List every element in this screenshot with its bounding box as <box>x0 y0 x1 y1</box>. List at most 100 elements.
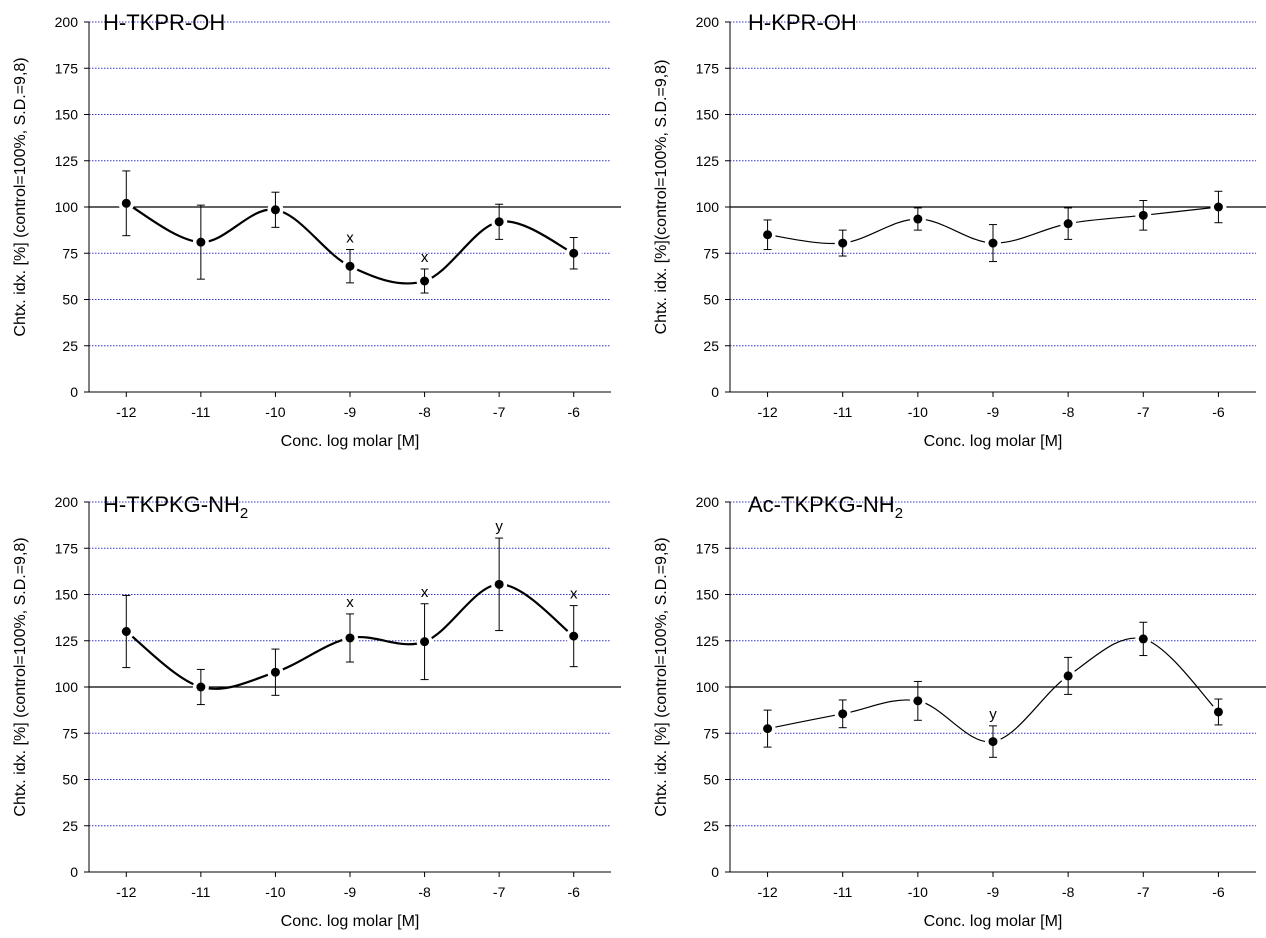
x-tick-label: -10 <box>265 884 285 900</box>
y-tick-label: 100 <box>696 679 720 695</box>
x-tick-label: -6 <box>1212 884 1225 900</box>
x-tick-label: -11 <box>191 884 210 900</box>
y-tick-label: 100 <box>55 679 79 695</box>
chart-title: H-KPR-OH <box>748 10 857 35</box>
chart-title-text: H-TKPR-OH <box>103 10 225 35</box>
data-point <box>988 737 998 747</box>
data-point <box>913 696 923 706</box>
x-tick-label: -7 <box>1137 404 1150 420</box>
y-tick-label: 25 <box>703 338 719 354</box>
data-point <box>988 238 998 248</box>
x-tick-label: -8 <box>1062 884 1075 900</box>
data-point <box>270 205 280 215</box>
x-axis-title: Conc. log molar [M] <box>281 433 420 450</box>
y-tick-label: 0 <box>711 384 719 400</box>
significance-label: x <box>421 584 429 601</box>
y-tick-label: 125 <box>696 153 720 169</box>
x-axis-title: Conc. log molar [M] <box>281 913 420 930</box>
y-axis-title: Chtx. idx. [%] (control=100%, S.D.=9,8) <box>12 57 29 336</box>
x-tick-label: -8 <box>418 404 431 420</box>
x-tick-label: -11 <box>833 404 852 420</box>
data-point <box>838 238 848 248</box>
data-point <box>913 214 923 224</box>
data-point <box>196 237 206 247</box>
data-point <box>569 631 579 641</box>
y-tick-label: 50 <box>62 772 78 788</box>
y-tick-label: 75 <box>703 725 719 741</box>
x-tick-label: -11 <box>191 404 210 420</box>
data-point <box>1213 707 1223 717</box>
data-point <box>763 230 773 240</box>
y-axis-title: Chtx. idx. [%] (control=100%, S.D.=9,8) <box>12 537 29 816</box>
chart-title: H-TKPKG-NH2 <box>103 492 248 522</box>
data-point <box>1138 210 1148 220</box>
y-tick-label: 50 <box>703 772 719 788</box>
y-tick-label: 200 <box>55 494 79 510</box>
y-axis-title: Chtx. idx. [%] (control=100%, S.D.=9,8) <box>653 537 670 816</box>
x-tick-label: -12 <box>757 404 777 420</box>
y-tick-label: 200 <box>696 14 720 30</box>
y-tick-label: 200 <box>55 14 79 30</box>
significance-label: y <box>495 518 503 535</box>
x-tick-label: -8 <box>418 884 431 900</box>
y-tick-label: 0 <box>711 864 719 880</box>
chart-panel-4: 0 25 50 75 100 125 150 175 200 -12 -11 -10 -9 -8 -7 -6 C… <box>653 492 1266 930</box>
significance-label: x <box>346 230 354 247</box>
y-tick-label: 50 <box>62 292 78 308</box>
chart-title-text: H-KPR-OH <box>748 10 857 35</box>
y-tick-label: 175 <box>696 60 720 76</box>
y-tick-label: 125 <box>55 153 79 169</box>
data-point <box>1138 634 1148 644</box>
x-tick-label: -6 <box>567 884 580 900</box>
x-tick-label: -6 <box>567 404 580 420</box>
data-point <box>345 261 355 271</box>
y-tick-label: 150 <box>696 107 720 123</box>
x-tick-label: -7 <box>1137 884 1150 900</box>
data-point <box>763 724 773 734</box>
significance-label: y <box>989 706 997 723</box>
y-tick-label: 125 <box>696 633 720 649</box>
y-tick-label: 0 <box>70 384 78 400</box>
y-tick-label: 25 <box>703 818 719 834</box>
data-point <box>270 667 280 677</box>
data-point <box>1213 202 1223 212</box>
chart-title: H-TKPR-OH <box>103 10 225 35</box>
y-tick-label: 50 <box>703 292 719 308</box>
x-axis-title: Conc. log molar [M] <box>924 913 1063 930</box>
data-point <box>121 198 131 208</box>
x-tick-label: -10 <box>908 404 928 420</box>
significance-label: x <box>421 249 429 266</box>
data-point <box>420 276 430 286</box>
data-point <box>1063 219 1073 229</box>
y-tick-label: 150 <box>55 587 79 603</box>
y-tick-label: 150 <box>55 107 79 123</box>
x-tick-label: -12 <box>757 884 777 900</box>
x-tick-label: -12 <box>116 884 136 900</box>
x-tick-label: -8 <box>1062 404 1075 420</box>
y-tick-label: 100 <box>55 199 79 215</box>
data-point <box>345 633 355 643</box>
y-tick-label: 75 <box>703 245 719 261</box>
y-tick-label: 0 <box>70 864 78 880</box>
x-axis-title: Conc. log molar [M] <box>924 433 1063 450</box>
y-tick-label: 100 <box>696 199 720 215</box>
y-tick-label: 75 <box>62 245 78 261</box>
chart-panel-2: 0 25 50 75 100 125 150 175 200 -12 -11 -10 -9 -8 -7 -6 C… <box>653 10 1266 450</box>
x-tick-label: -10 <box>265 404 285 420</box>
chart-title-subscript: 2 <box>240 505 248 522</box>
data-point <box>121 627 131 636</box>
data-point <box>838 709 848 719</box>
chart-panel-3: 0 25 50 75 100 125 150 175 200 -12 -11 -10 -9 -8 -7 -6 C… <box>12 492 621 930</box>
x-tick-label: -9 <box>344 404 357 420</box>
x-tick-label: -9 <box>987 404 1000 420</box>
y-tick-label: 150 <box>696 587 720 603</box>
y-tick-label: 25 <box>62 818 78 834</box>
y-tick-label: 175 <box>55 60 79 76</box>
y-tick-label: 125 <box>55 633 79 649</box>
x-tick-label: -10 <box>908 884 928 900</box>
chart-title-subscript: 2 <box>895 505 903 522</box>
significance-label: x <box>570 586 578 603</box>
data-point <box>1063 671 1073 681</box>
x-tick-label: -9 <box>987 884 1000 900</box>
